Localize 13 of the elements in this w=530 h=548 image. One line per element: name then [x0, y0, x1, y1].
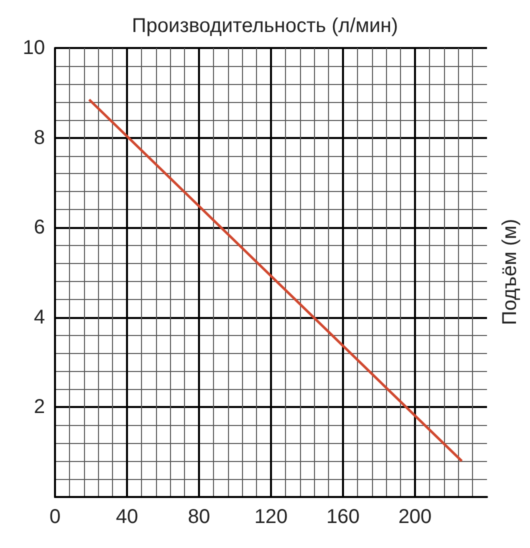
y-axis-title: Подъём (м) — [499, 218, 521, 326]
y-tick-label: 8 — [34, 126, 45, 149]
x-tick-label: 120 — [254, 506, 288, 528]
y-tick-label: 6 — [34, 216, 45, 239]
x-tick-label: 80 — [188, 506, 210, 528]
x-tick-label: 0 — [49, 506, 61, 528]
x-tick-label: 40 — [116, 506, 138, 528]
y-tick-label: 10 — [22, 37, 45, 59]
y-tick-label: 4 — [34, 306, 45, 328]
x-tick-label: 200 — [398, 506, 432, 528]
x-axis-title: Производительность (л/мин) — [132, 15, 398, 37]
y-tick-label: 2 — [34, 396, 45, 418]
x-tick-label: 160 — [326, 506, 360, 528]
